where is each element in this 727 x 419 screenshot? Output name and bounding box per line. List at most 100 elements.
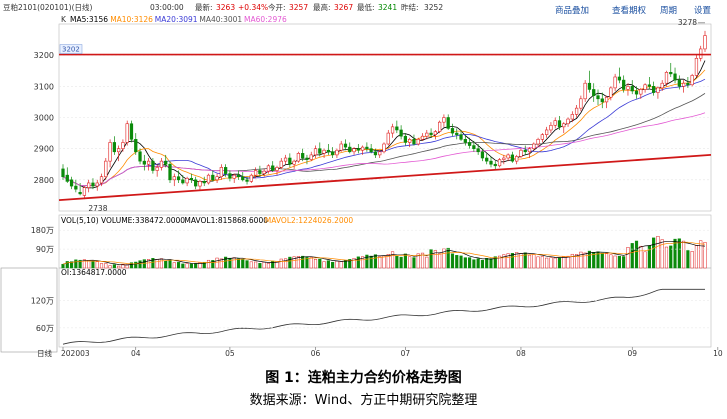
candle-body: [288, 157, 292, 165]
volume-bar: [446, 247, 450, 269]
candle-body: [485, 157, 489, 162]
candle-body: [549, 124, 553, 131]
candle-body: [215, 176, 219, 181]
volume-bar: [455, 255, 459, 269]
volume-bar: [241, 259, 245, 269]
volume-bar: [129, 262, 134, 269]
ma-legend-item: MA10:3126: [110, 15, 153, 24]
candle-body: [519, 149, 523, 157]
volume-bar: [125, 264, 129, 269]
settings-link[interactable]: 设置: [694, 5, 712, 16]
candle-body: [121, 142, 125, 149]
candle-body: [566, 118, 570, 125]
overlay-commodity-link[interactable]: 商品叠加: [555, 5, 589, 16]
candle-body: [335, 149, 339, 156]
volume-bar: [194, 263, 198, 269]
candle-body: [305, 157, 309, 160]
candle-body: [553, 120, 557, 126]
candle-body: [322, 149, 326, 154]
candle-body: [241, 176, 245, 181]
volume-bar: [305, 256, 309, 269]
candle-body: [442, 117, 446, 123]
volume-bar: [352, 258, 356, 269]
date-tick-label: 09: [627, 349, 637, 358]
candle-body: [574, 107, 579, 115]
volume-bar: [138, 260, 142, 269]
volume-bar: [664, 246, 669, 269]
candle-body: [82, 187, 87, 196]
candle-body: [681, 82, 686, 87]
candle-body: [472, 145, 476, 149]
candle-body: [185, 177, 189, 184]
volume-bar: [463, 257, 467, 269]
volume-bar: [575, 254, 579, 269]
candle-body: [583, 82, 587, 100]
prev-settle-value: 3252: [424, 3, 443, 12]
candle-body: [134, 139, 138, 153]
candle-body: [112, 142, 116, 153]
volume-bar: [373, 254, 378, 269]
volume-bar: [292, 256, 296, 269]
level-box: [59, 44, 83, 54]
high-label: 最高:: [313, 2, 331, 12]
volume-bar: [309, 256, 313, 269]
ma-legend-prefix: K: [61, 15, 67, 24]
candle-body: [176, 176, 181, 181]
candle-body: [146, 160, 151, 165]
candle-body: [194, 179, 198, 187]
candle-body: [352, 148, 356, 153]
volume-bar: [224, 256, 228, 269]
volume-bar: [476, 258, 480, 269]
candle-body: [489, 160, 493, 165]
candle-body: [108, 142, 112, 162]
data-source: 数据来源：Wind、方正中期研究院整理: [249, 393, 478, 408]
candle-body: [506, 154, 510, 159]
volume-bars: [61, 236, 707, 269]
ma-legend-item: MA40:3001: [199, 15, 242, 24]
candle-body: [480, 151, 485, 159]
candle-body: [164, 160, 168, 165]
volume-bar: [553, 257, 557, 269]
candle-body: [669, 72, 673, 75]
candle-body: [258, 170, 262, 174]
candle-body: [301, 153, 305, 159]
volume-bar: [403, 253, 407, 269]
volume-bar: [168, 260, 172, 269]
ma-legend: K MA5:3156 MA10:3126 MA20:3091 MA40:3001 MA60…: [61, 15, 287, 24]
candle-body: [579, 98, 583, 109]
view-options-link[interactable]: 查看期权: [612, 5, 647, 16]
volume-bar: [634, 240, 639, 269]
candle-body: [600, 98, 604, 103]
volume-bar: [506, 253, 510, 269]
volume-bar: [626, 247, 630, 269]
price-tick-label: 3200: [34, 51, 54, 60]
candle-body: [318, 148, 322, 154]
volume-bar: [510, 253, 514, 269]
candle-body: [613, 76, 617, 89]
volume-bar: [652, 237, 656, 269]
volume-bar: [121, 263, 125, 269]
candle-body: [386, 132, 390, 145]
volume-bar: [313, 259, 318, 269]
volume-bar: [142, 259, 146, 269]
candle-body: [271, 165, 275, 171]
latest-label: 最新:: [195, 2, 213, 12]
candle-body: [395, 126, 399, 131]
candle-body: [557, 120, 562, 128]
volume-bar: [386, 254, 390, 269]
volume-bar: [331, 261, 335, 269]
volume-bar: [587, 250, 592, 269]
volume-bar: [378, 256, 382, 269]
period-link[interactable]: 周期: [660, 6, 677, 16]
ma-legend-item: MA5:3156: [70, 15, 108, 24]
volume-bar: [549, 257, 553, 269]
volume-bar: [78, 259, 82, 269]
candle-body: [74, 185, 78, 190]
candle-body: [382, 143, 386, 153]
date-tick-label: 04: [131, 349, 141, 358]
candle-body: [61, 168, 65, 178]
candle-body: [87, 182, 91, 188]
candle-body: [296, 153, 301, 162]
volume-bar: [485, 258, 489, 269]
volume-bar: [318, 258, 322, 269]
